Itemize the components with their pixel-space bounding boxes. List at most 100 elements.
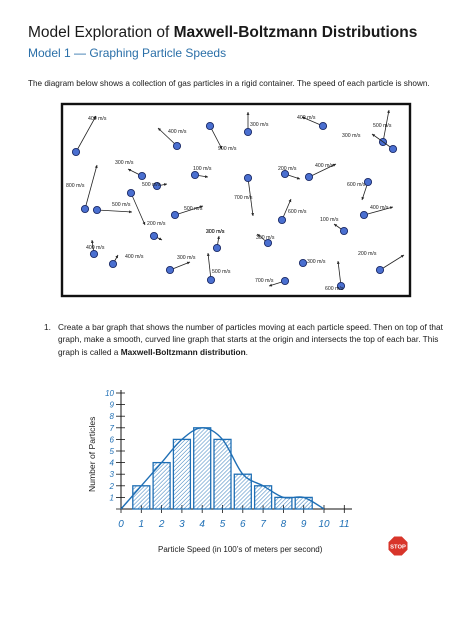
y-tick-label: 3 (110, 470, 115, 479)
x-tick-label: 10 (318, 519, 330, 530)
velocity-arrow (96, 209, 133, 213)
gas-particle (359, 210, 369, 220)
y-tick-label: 5 (110, 447, 115, 456)
bar-hatch (216, 494, 232, 510)
bar-hatch (173, 462, 191, 480)
gas-particle (165, 265, 175, 275)
particle-speed-label: 300 m/s (177, 255, 196, 261)
bar-hatch (213, 478, 232, 496)
y-tick-label: 7 (110, 424, 115, 433)
bar-hatch (193, 430, 211, 449)
bar-hatch (152, 465, 171, 483)
bar-hatch (193, 478, 211, 497)
gas-particle (388, 144, 398, 154)
arrow-head-icon (219, 145, 222, 149)
bar-hatch (224, 502, 232, 510)
gas-particle (92, 205, 102, 215)
bar-hatch (179, 498, 191, 510)
y-tick-label: 6 (110, 435, 115, 444)
bar-hatch (152, 473, 171, 491)
arrow-head-icon (257, 234, 261, 237)
bar-hatch (234, 476, 252, 495)
x-tick-label: 0 (118, 519, 124, 530)
x-tick-label: 8 (281, 519, 287, 530)
distribution-curve (120, 427, 325, 510)
bar-hatch (193, 450, 211, 469)
gas-particle (212, 243, 222, 253)
bar-hatch (152, 469, 171, 487)
particle-speed-label: 300 m/s (256, 235, 275, 241)
particle-speed-label: 400 m/s (370, 205, 389, 211)
gas-particle (298, 258, 308, 268)
bar-hatch (213, 458, 232, 476)
bar-hatch (303, 500, 313, 510)
bar-hatch (152, 489, 171, 507)
bar-hatch (283, 500, 293, 510)
bar-hatch (213, 462, 232, 480)
bar-hatch (193, 454, 211, 473)
bar-hatch (234, 473, 251, 491)
bar-hatch (193, 462, 211, 481)
bar-hatch (193, 482, 211, 501)
question-text: Create a bar graph that shows the number… (58, 322, 443, 357)
bar-hatch (173, 474, 191, 492)
x-tick-label: 4 (199, 519, 205, 530)
particle-speed-label: 400 m/s (125, 254, 144, 260)
bar-hatch (145, 504, 151, 510)
bar-hatch (279, 497, 292, 510)
bar-hatch (213, 486, 232, 504)
arrow-head-icon (251, 212, 255, 216)
gas-particle (375, 265, 385, 275)
velocity-arrow (382, 109, 390, 143)
bar-hatch (295, 497, 308, 510)
y-tick-label: 9 (110, 401, 115, 410)
bar-hatch (263, 500, 272, 510)
bar-hatch (213, 439, 223, 448)
gas-particle (89, 249, 99, 259)
particle-speed-label: 100 m/s (193, 166, 212, 172)
bar-hatch (208, 506, 211, 510)
bar-hatch (141, 500, 151, 510)
bar-hatch (213, 442, 232, 460)
x-tick-label: 7 (260, 519, 266, 530)
arrow-head-icon (372, 134, 376, 137)
bar-hatch (213, 482, 232, 500)
arrow-head-icon (336, 261, 340, 265)
bar-hatch (213, 454, 232, 472)
particle-speed-label: 400 m/s (86, 245, 105, 251)
arrow-head-icon (93, 116, 96, 120)
velocity-arrow (247, 177, 254, 217)
bar-hatch (294, 497, 300, 502)
velocity-arrow (174, 205, 204, 216)
gas-particle (263, 238, 273, 248)
arrow-head-icon (400, 255, 404, 258)
question-number: 1. (44, 322, 51, 332)
bar-hatch (213, 439, 219, 444)
bar-hatch (204, 502, 211, 510)
bar-hatch (173, 482, 191, 500)
bar-hatch (173, 478, 191, 496)
x-tick-label: 9 (301, 519, 307, 530)
particle-speed-label: 400 m/s (297, 115, 316, 121)
velocity-arrow (371, 133, 394, 150)
gas-particle (318, 121, 328, 131)
bar-hatch (158, 497, 171, 510)
bar-hatch (243, 500, 252, 510)
particle-speed-label: 100 m/s (320, 217, 339, 223)
bar-hatch (213, 474, 232, 492)
bar-hatch (213, 490, 232, 508)
bar-hatch (152, 462, 166, 475)
particle-speed-label: 500 m/s (184, 206, 203, 212)
bar-hatch (196, 494, 211, 510)
arrow-head-icon (296, 176, 300, 180)
bar-hatch (173, 486, 191, 504)
gas-particle (339, 226, 349, 236)
bar-hatch (173, 490, 191, 508)
particle-speed-label: 600 m/s (325, 286, 344, 292)
particle-speed-label: 800 m/s (66, 183, 85, 189)
gas-particle (205, 121, 215, 131)
bar-hatch (287, 504, 293, 510)
particle-speed-label: 300 m/s (307, 259, 326, 265)
velocity-arrow (363, 206, 394, 216)
